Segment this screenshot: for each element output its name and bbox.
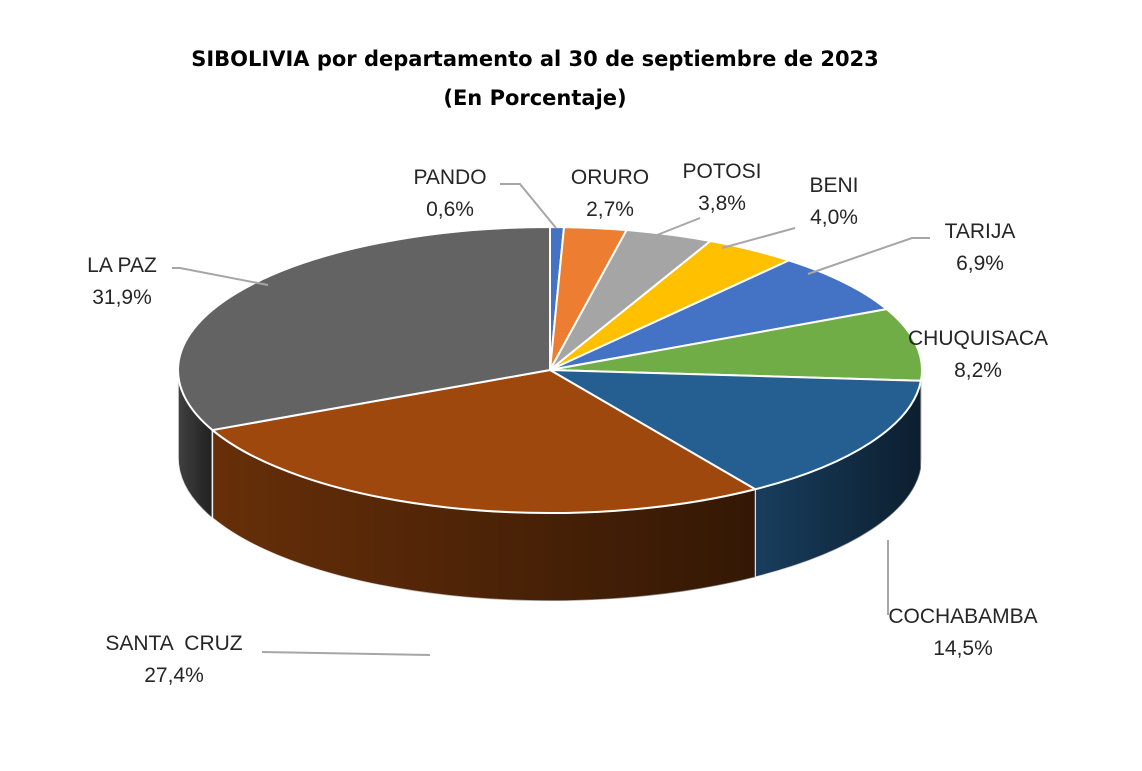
leader-line-potosi xyxy=(651,217,701,238)
leader-line-santa-cruz xyxy=(261,651,431,656)
pie-slice-la-paz xyxy=(177,226,551,432)
pie-slice-santa-cruz xyxy=(211,369,757,514)
data-label-la-paz: 31,9% xyxy=(92,286,152,309)
data-label-pando: 0,6% xyxy=(426,198,474,221)
category-label-cochabamba: COCHABAMBA xyxy=(888,605,1037,628)
pie-slice-cochabamba xyxy=(549,369,922,491)
leader-line-tarija xyxy=(807,237,930,275)
data-label-oruro: 2,7% xyxy=(586,198,634,221)
pie-side-shade-la-paz xyxy=(178,370,213,519)
category-label-potosi: POTOSI xyxy=(683,160,762,183)
leader-line-la-paz xyxy=(172,267,269,286)
pie-slice-chuquisaca xyxy=(549,308,923,382)
category-label-la-paz: LA PAZ xyxy=(87,254,157,277)
data-label-potosi: 3,8% xyxy=(698,192,746,215)
data-label-beni: 4,0% xyxy=(810,206,858,229)
category-label-pando: PANDO xyxy=(413,166,486,189)
leader-line-pando xyxy=(500,183,557,229)
chart-title: SIBOLIVIA por departamento al 30 de sept… xyxy=(191,47,879,71)
category-label-santa-cruz: SANTA CRUZ xyxy=(105,632,242,655)
leader-line-beni xyxy=(721,227,796,249)
pie-side-shade-santa-cruz xyxy=(212,430,756,601)
data-label-chuquisaca: 8,2% xyxy=(954,359,1002,382)
category-label-beni: BENI xyxy=(809,174,858,197)
category-label-oruro: ORURO xyxy=(571,166,649,189)
pie-side-shade-cochabamba xyxy=(755,380,921,578)
chart-subtitle: (En Porcentaje) xyxy=(443,86,627,110)
pie-slice-tarija xyxy=(549,259,888,371)
category-label-tarija: TARIJA xyxy=(945,220,1016,243)
data-label-tarija: 6,9% xyxy=(956,252,1004,275)
category-label-chuquisaca: CHUQUISACA xyxy=(908,327,1048,350)
data-label-cochabamba: 14,5% xyxy=(933,637,993,660)
data-label-santa-cruz: 27,4% xyxy=(144,664,204,687)
